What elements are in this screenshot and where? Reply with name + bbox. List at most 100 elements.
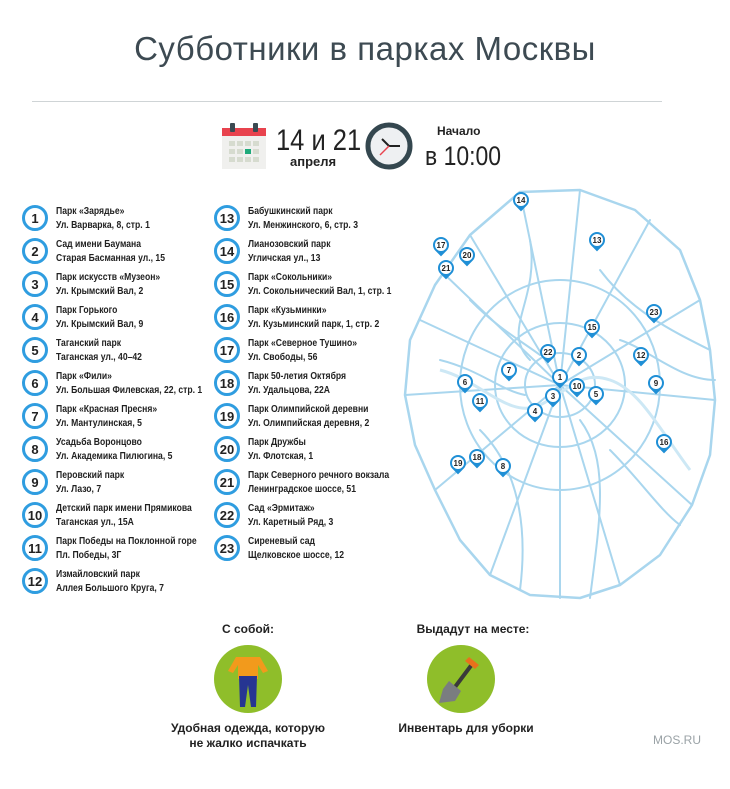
park-list-item: 7 Парк «Красная Пресня» Ул. Мантулинская,… [22, 401, 179, 431]
park-info: Парк Победы на Поклонной горе Пл. Победы,… [56, 534, 197, 562]
park-name: Перовский парк [56, 469, 125, 481]
pin-label: 1 [554, 371, 566, 383]
map-pin-17[interactable]: 17 [429, 233, 453, 257]
park-address: Ул. Кузьминский парк, 1, стр. 2 [248, 318, 380, 330]
park-name: Парк Горького [56, 304, 118, 316]
pin-label: 17 [435, 239, 447, 251]
map-pin-18[interactable]: 18 [465, 445, 489, 469]
park-address: Ул. Менжинского, 6, стр. 3 [248, 219, 359, 231]
park-list-item: 4 Парк Горького Ул. Крымский Вал, 9 [22, 302, 162, 332]
park-name: Сад «Эрмитаж» [248, 502, 315, 514]
map-pin-7[interactable]: 7 [497, 358, 521, 382]
park-list-item: 20 Парк Дружбы Ул. Флотская, 1 [214, 434, 328, 464]
map-pin-19[interactable]: 19 [446, 451, 470, 475]
park-list-item: 13 Бабушкинский парк Ул. Менжинского, 6, … [214, 203, 382, 233]
park-info: Парк «Северное Тушино» Ул. Свободы, 56 [248, 336, 357, 364]
park-info: Детский парк имени Прямикова Таганская ул… [56, 501, 192, 529]
park-number-badge: 3 [22, 271, 48, 297]
park-address: Ул. Большая Филевская, 22, стр. 1 [56, 384, 203, 396]
map-pin-8[interactable]: 8 [491, 454, 515, 478]
bring-heading: С собой: [221, 622, 275, 636]
map-pin-23[interactable]: 23 [642, 300, 666, 324]
pin-label: 7 [503, 364, 515, 376]
park-list-item: 21 Парк Северного речного вокзала Ленингр… [214, 467, 420, 497]
park-list-item: 19 Парк Олимпийской деревни Ул. Олимпийск… [214, 401, 396, 431]
park-address: Ул. Свободы, 56 [248, 351, 318, 363]
park-number-badge: 15 [214, 271, 240, 297]
park-info: Парк искусств «Музеон» Ул. Крымский Вал, … [56, 270, 160, 298]
divider [32, 101, 662, 102]
pin-label: 11 [474, 395, 486, 407]
park-number-badge: 6 [22, 370, 48, 396]
clothes-icon [214, 645, 282, 713]
park-list-item: 14 Лианозовский парк Угличская ул., 13 [214, 236, 349, 266]
park-address: Ул. Олимпийская деревня, 2 [248, 417, 370, 429]
park-info: Измайловский парк Аллея Большого Круга, 7 [56, 567, 164, 595]
map-pin-12[interactable]: 12 [629, 343, 653, 367]
mos-ru-logo[interactable]: MOS.RU [653, 733, 701, 747]
park-address: Аллея Большого Круга, 7 [56, 582, 164, 594]
park-name: Парк «Фили» [56, 370, 112, 382]
park-info: Парк «Красная Пресня» Ул. Мантулинская, 5 [56, 402, 157, 430]
given-caption: Инвентарь для уборки [398, 721, 534, 735]
bring-caption: Удобная одежда, которую не жалко испачка… [138, 721, 358, 751]
park-list-item: 22 Сад «Эрмитаж» Ул. Каретный Ряд, 3 [214, 500, 352, 530]
bring-caption-line: не жалко испачкать [189, 736, 307, 750]
map-pin-16[interactable]: 16 [652, 430, 676, 454]
map-pin-5[interactable]: 5 [584, 382, 608, 406]
map-pin-3[interactable]: 3 [541, 384, 565, 408]
map-pin-6[interactable]: 6 [453, 370, 477, 394]
map-pin-2[interactable]: 2 [567, 343, 591, 367]
park-address: Ул. Флотская, 1 [248, 450, 314, 462]
park-list-item: 23 Сиреневый сад Щелковское шоссе, 12 [214, 533, 365, 563]
park-info: Усадьба Воронцово Ул. Академика Пилюгина,… [56, 435, 172, 463]
map-pin-14[interactable]: 14 [509, 188, 533, 212]
park-name: Парк «Сокольники» [248, 271, 333, 283]
park-number-badge: 17 [214, 337, 240, 363]
pin-label: 18 [471, 451, 483, 463]
park-info: Парк Олимпийской деревни Ул. Олимпийская … [248, 402, 369, 430]
park-number-badge: 23 [214, 535, 240, 561]
park-number-badge: 22 [214, 502, 240, 528]
map-pin-4[interactable]: 4 [523, 399, 547, 423]
park-number-badge: 13 [214, 205, 240, 231]
map-pin-10[interactable]: 10 [565, 374, 589, 398]
pin-label: 3 [547, 390, 559, 402]
map-pin-13[interactable]: 13 [585, 228, 609, 252]
map-pin-21[interactable]: 21 [434, 256, 458, 280]
park-name: Сиреневый сад [248, 535, 316, 547]
park-list-item: 5 Таганский парк Таганская ул., 40–42 [22, 335, 161, 365]
given-heading: Выдадут на месте: [416, 622, 530, 636]
map-pin-9[interactable]: 9 [644, 371, 668, 395]
map-pin-22[interactable]: 22 [536, 340, 560, 364]
map-pin-1[interactable]: 1 [548, 365, 572, 389]
pin-label: 5 [590, 388, 602, 400]
pin-label: 8 [497, 460, 509, 472]
map-pin-15[interactable]: 15 [580, 315, 604, 339]
park-number-badge: 12 [22, 568, 48, 594]
pin-label: 6 [459, 376, 471, 388]
park-address: Ул. Варварка, 8, стр. 1 [56, 219, 150, 231]
park-info: Сад «Эрмитаж» Ул. Каретный Ряд, 3 [248, 501, 333, 529]
park-list-item: 8 Усадьба Воронцово Ул. Академика Пилюгин… [22, 434, 198, 464]
event-dates: 14 и 21 [276, 124, 362, 157]
park-info: Парк 50-летия Октября Ул. Удальцова, 22А [248, 369, 346, 397]
map-pin-20[interactable]: 20 [455, 243, 479, 267]
map-pin-11[interactable]: 11 [468, 389, 492, 413]
park-number-badge: 2 [22, 238, 48, 264]
pin-label: 19 [452, 457, 464, 469]
park-number-badge: 5 [22, 337, 48, 363]
park-address: Ул. Академика Пилюгина, 5 [56, 450, 173, 462]
pin-label: 16 [658, 436, 670, 448]
bring-caption-line: Удобная одежда, которую [170, 721, 326, 735]
calendar-icon [222, 123, 266, 169]
pin-label: 20 [461, 249, 473, 261]
park-address: Таганская ул., 40–42 [56, 351, 142, 363]
park-address: Ул. Лазо, 7 [56, 483, 102, 495]
pin-label: 9 [650, 377, 662, 389]
park-name: Усадьба Воронцово [56, 436, 142, 448]
park-name: Парк Северного речного вокзала [248, 469, 390, 481]
park-info: Таганский парк Таганская ул., 40–42 [56, 336, 142, 364]
park-name: Парк 50-летия Октября [248, 370, 347, 382]
park-number-badge: 14 [214, 238, 240, 264]
